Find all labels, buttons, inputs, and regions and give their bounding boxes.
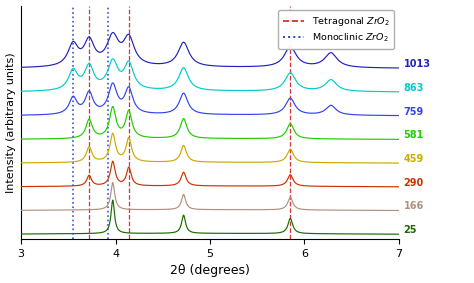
Text: 459: 459	[404, 154, 424, 164]
X-axis label: 2θ (degrees): 2θ (degrees)	[170, 264, 250, 277]
Text: 1013: 1013	[404, 59, 431, 69]
Text: 290: 290	[404, 178, 424, 188]
Text: 166: 166	[404, 201, 424, 211]
Legend: Tetragonal $ZrO_2$, Monoclinic $ZrO_2$: Tetragonal $ZrO_2$, Monoclinic $ZrO_2$	[279, 10, 394, 49]
Y-axis label: Intensity (arbitrary units): Intensity (arbitrary units)	[6, 52, 16, 193]
Text: 759: 759	[404, 107, 424, 117]
Text: 581: 581	[404, 130, 424, 140]
Text: 25: 25	[404, 225, 417, 235]
Text: 863: 863	[404, 83, 424, 93]
